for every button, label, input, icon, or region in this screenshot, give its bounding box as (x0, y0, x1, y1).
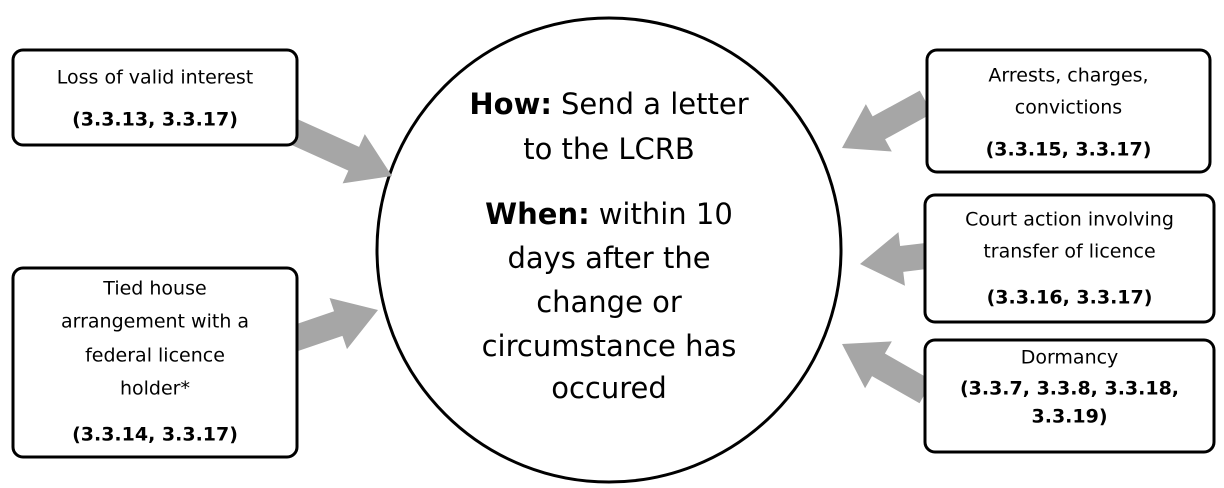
center-line: days after the (507, 241, 710, 275)
box-text: convictions (1015, 97, 1122, 119)
arrow (842, 341, 933, 404)
info-box (923, 338, 1216, 454)
box-ref: (3.3.15, 3.3.17) (986, 139, 1152, 161)
arrow (860, 232, 928, 286)
center-line: circumstance has (482, 329, 737, 363)
info-box (925, 48, 1212, 174)
center-line: How: Send a letter (469, 87, 748, 121)
info-box (11, 266, 299, 459)
box-ref: (3.3.7, 3.3.8, 3.3.18, (960, 378, 1179, 400)
box-ref: (3.3.16, 3.3.17) (987, 287, 1153, 309)
center-label: When: (485, 197, 590, 231)
center-line: occured (551, 371, 667, 405)
center-line: to the LCRB (523, 132, 695, 166)
center-line: When: within 10 (485, 197, 733, 231)
box-ref: (3.3.14, 3.3.17) (72, 424, 238, 446)
box-text: federal licence (85, 345, 225, 367)
box-text: arrangement with a (61, 311, 249, 333)
box-text: Court action involving (965, 209, 1174, 231)
center-text: Send a letter (561, 87, 749, 121)
box-ref: 3.3.19) (1032, 406, 1108, 428)
box-text: Loss of valid interest (57, 67, 254, 89)
box-text: Arrests, charges, (988, 65, 1148, 87)
center-line: change or (536, 285, 682, 319)
center-label: How: (469, 87, 552, 121)
box-text: transfer of licence (983, 241, 1155, 263)
box-text: holder* (120, 378, 190, 400)
info-box (923, 193, 1216, 324)
box-text: Tied house (102, 278, 206, 300)
box-text: Dormancy (1021, 347, 1119, 369)
center-circle (375, 16, 843, 484)
center-text: within 10 (599, 197, 733, 231)
box-ref: (3.3.13, 3.3.17) (72, 109, 238, 131)
info-box (11, 48, 299, 147)
arrow (842, 90, 933, 152)
